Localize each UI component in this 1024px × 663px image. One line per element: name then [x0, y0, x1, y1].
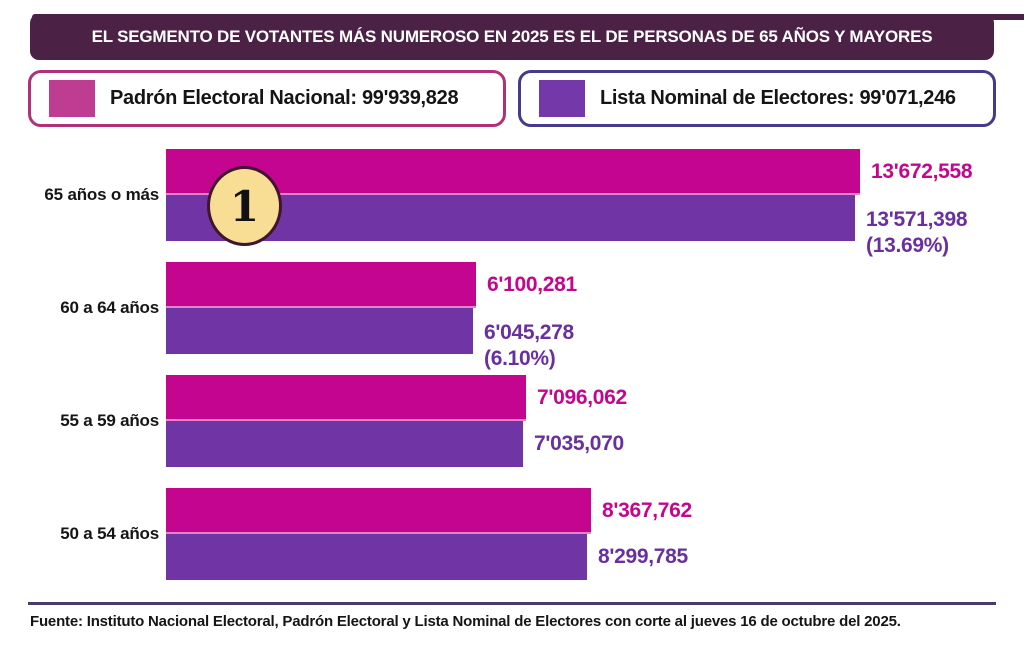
legend-item-padron: Padrón Electoral Nacional: 99'939,828: [28, 70, 506, 127]
top-accent-bar: [32, 14, 1024, 20]
padron-value-label: 8'367,762: [602, 499, 692, 523]
legend-item-lista: Lista Nominal de Electores: 99'071,246: [518, 70, 996, 127]
padron-value-label: 13'672,558: [871, 160, 973, 184]
category-label: 65 años o más: [44, 185, 159, 204]
legend-padron-label: Padrón Electoral Nacional: 99'939,828: [110, 87, 459, 109]
bar-group-3: 50 a 54 años 8'367,762 8'299,785: [0, 488, 1024, 580]
padron-bar: [166, 488, 591, 534]
padron-bar: [166, 149, 860, 195]
footer-divider: [28, 602, 996, 605]
legend: Padrón Electoral Nacional: 99'939,828 Li…: [28, 70, 996, 127]
lista-bar: [166, 421, 523, 467]
bar-group-2: 55 a 59 años 7'096,062 7'035,070: [0, 375, 1024, 467]
lista-value-label: 7'035,070: [534, 432, 624, 456]
bar-group-1: 60 a 64 años 6'100,281 6'045,278 (6.10%): [0, 262, 1024, 370]
source-note: Fuente: Instituto Nacional Electoral, Pa…: [30, 613, 901, 630]
padron-value-label: 7'096,062: [537, 386, 627, 410]
padron-value-label: 6'100,281: [487, 273, 577, 297]
category-label: 50 a 54 años: [60, 524, 159, 543]
padron-bar: [166, 262, 476, 308]
percentage-label: (6.10%): [484, 347, 556, 370]
category-label: 60 a 64 años: [60, 298, 159, 317]
rank-1-badge: 1: [207, 166, 282, 246]
padron-bar: [166, 375, 526, 421]
page-title: EL SEGMENTO DE VOTANTES MÁS NUMEROSO EN …: [30, 14, 994, 60]
bar-chart: 65 años o más 13'672,558 13'571,398 (13.69%…: [0, 149, 1024, 580]
bar-group-0: 65 años o más 13'672,558 13'571,398 (13.69%…: [0, 149, 1024, 257]
lista-color-swatch: [539, 80, 585, 117]
percentage-label: (13.69%): [866, 234, 949, 257]
lista-value-label: 8'299,785: [598, 545, 688, 569]
lista-bar: [166, 308, 473, 354]
padron-color-swatch: [49, 80, 95, 117]
lista-bar: [166, 534, 587, 580]
category-label: 55 a 59 años: [60, 411, 159, 430]
lista-value-label: 13'571,398 (13.69%): [866, 208, 968, 257]
legend-lista-label: Lista Nominal de Electores: 99'071,246: [600, 87, 956, 109]
lista-value-label: 6'045,278 (6.10%): [484, 321, 574, 370]
